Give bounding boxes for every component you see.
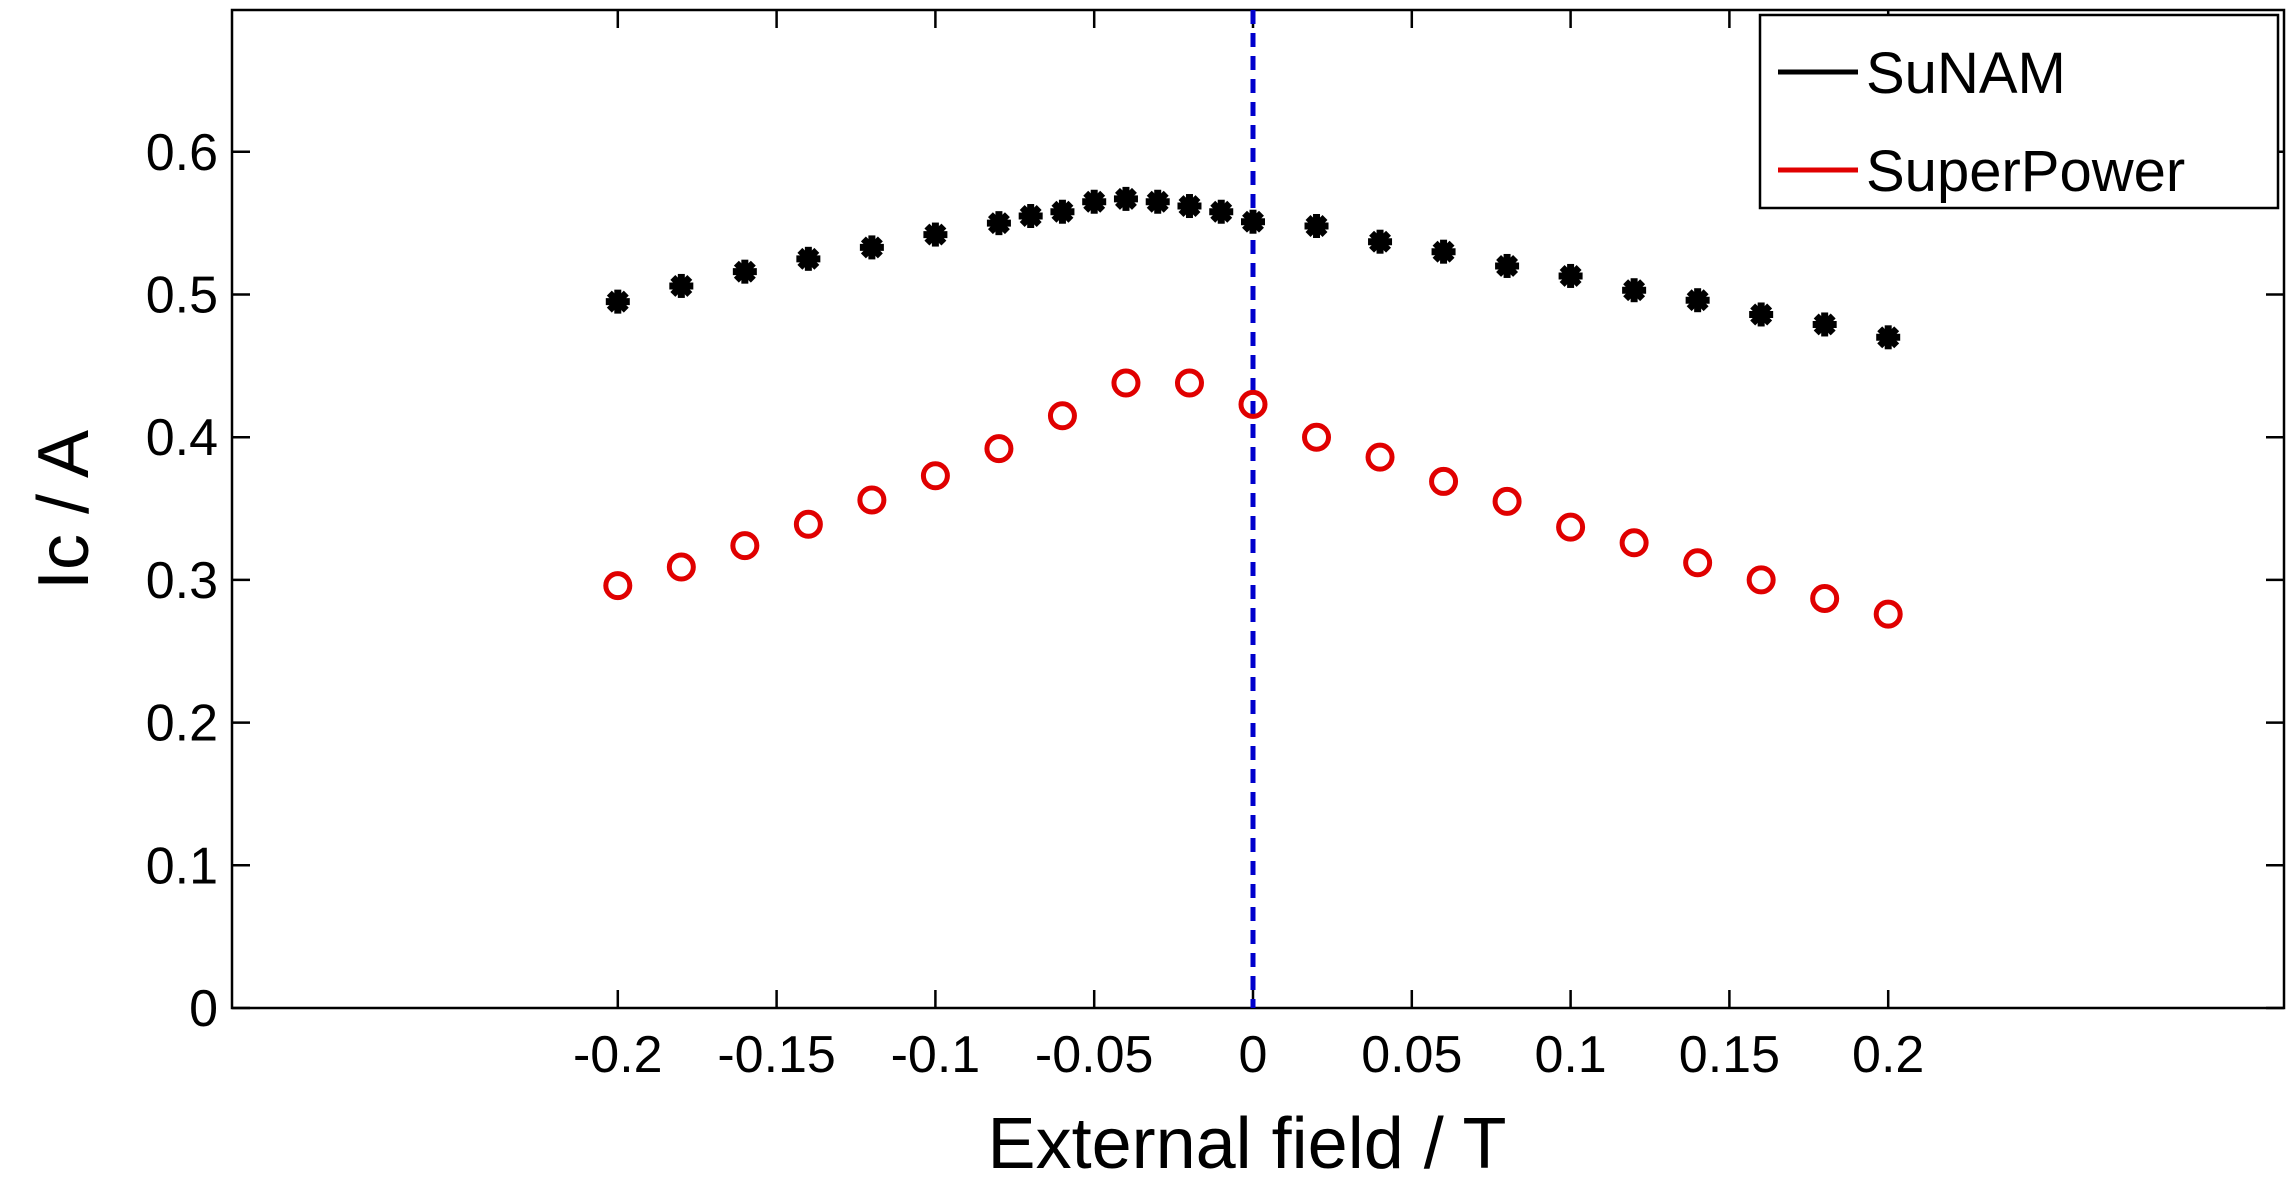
data-point bbox=[1429, 466, 1459, 496]
x-tick-label: -0.15 bbox=[717, 1026, 836, 1084]
data-point bbox=[1812, 312, 1837, 337]
x-tick-label: 0.05 bbox=[1361, 1026, 1462, 1084]
series-superpower bbox=[603, 368, 1903, 629]
data-series bbox=[603, 186, 1903, 629]
y-tick-label: 0.5 bbox=[146, 267, 218, 325]
axes-frame bbox=[230, 8, 2286, 1010]
data-point bbox=[1558, 263, 1583, 288]
data-point bbox=[986, 211, 1011, 236]
data-point bbox=[793, 509, 823, 539]
data-point bbox=[603, 571, 633, 601]
x-tick-label: 0.2 bbox=[1852, 1026, 1924, 1084]
data-point bbox=[1304, 214, 1329, 239]
x-tick-label: 0 bbox=[1239, 1026, 1268, 1084]
legend: SuNAM SuperPower bbox=[1758, 13, 2280, 210]
data-point bbox=[1683, 548, 1713, 578]
data-point bbox=[984, 434, 1014, 464]
y-axis-title: Ic / A bbox=[24, 430, 104, 590]
y-tick-label: 0.3 bbox=[146, 552, 218, 610]
y-tick-label: 0 bbox=[189, 980, 218, 1038]
y-axis-ticks: 0 0.1 0.2 0.3 0.4 0.5 0.6 bbox=[146, 124, 2284, 1038]
data-point bbox=[857, 485, 887, 515]
data-point bbox=[859, 235, 884, 260]
x-tick-label: -0.1 bbox=[891, 1026, 981, 1084]
data-point bbox=[1209, 199, 1234, 224]
data-point bbox=[1556, 512, 1586, 542]
data-point bbox=[1876, 325, 1901, 350]
x-tick-label: -0.2 bbox=[573, 1026, 663, 1084]
data-point bbox=[1238, 389, 1268, 419]
plot-frame bbox=[230, 8, 2286, 1010]
data-point bbox=[1145, 189, 1170, 214]
x-tick-label: 0.1 bbox=[1534, 1026, 1606, 1084]
data-point bbox=[605, 289, 630, 314]
data-point bbox=[730, 531, 760, 561]
data-point bbox=[1685, 288, 1710, 313]
data-point bbox=[1047, 401, 1077, 431]
data-point bbox=[1177, 194, 1202, 219]
data-point bbox=[1368, 229, 1393, 254]
data-point bbox=[1241, 209, 1265, 234]
data-point bbox=[732, 259, 757, 284]
y-tick-label: 0.4 bbox=[146, 409, 218, 467]
data-point bbox=[1492, 486, 1522, 516]
data-point bbox=[1113, 186, 1138, 211]
data-point bbox=[1495, 253, 1520, 278]
legend-label-superpower: SuperPower bbox=[1866, 139, 2185, 204]
data-point bbox=[1111, 368, 1141, 398]
data-point bbox=[1622, 278, 1647, 303]
y-tick-label: 0.6 bbox=[146, 124, 218, 182]
y-tick-label: 0.2 bbox=[146, 695, 218, 753]
data-point bbox=[1018, 204, 1043, 229]
data-point bbox=[1302, 422, 1332, 452]
legend-box bbox=[1758, 13, 2280, 210]
data-point bbox=[666, 552, 696, 582]
data-point bbox=[1050, 199, 1075, 224]
data-point bbox=[1174, 368, 1204, 398]
x-tick-label: 0.15 bbox=[1679, 1026, 1780, 1084]
data-point bbox=[920, 461, 950, 491]
data-point bbox=[1365, 442, 1395, 472]
data-point bbox=[1619, 528, 1649, 558]
legend-label-sunam: SuNAM bbox=[1866, 41, 2066, 106]
x-tick-label: -0.05 bbox=[1035, 1026, 1154, 1084]
data-point bbox=[923, 222, 948, 247]
x-axis-ticks: -0.2 -0.15 -0.1 -0.05 0 0.05 0.1 0.15 0.2 bbox=[573, 10, 1924, 1084]
y-tick-label: 0.1 bbox=[146, 837, 218, 895]
data-point bbox=[1749, 302, 1774, 327]
data-point bbox=[1810, 583, 1840, 613]
data-point bbox=[796, 246, 821, 271]
x-axis-title: External field / T bbox=[988, 1104, 1507, 1184]
data-point bbox=[1746, 565, 1776, 595]
data-point bbox=[1431, 239, 1456, 264]
data-point bbox=[1082, 189, 1107, 214]
data-point bbox=[1873, 599, 1903, 629]
data-point bbox=[669, 273, 694, 298]
series-sunam bbox=[605, 186, 1901, 350]
